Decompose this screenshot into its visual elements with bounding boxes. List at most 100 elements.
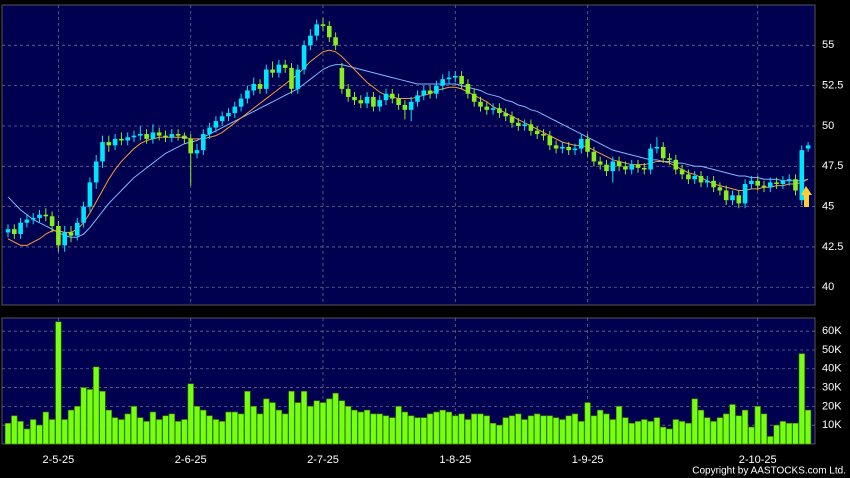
candle-body — [207, 127, 212, 135]
candle-body — [56, 225, 61, 246]
candle-body — [654, 146, 660, 149]
volume-bar — [433, 411, 440, 445]
candle-body — [484, 106, 490, 110]
volume-bar — [792, 423, 799, 445]
volume-bar — [647, 421, 654, 445]
candle-body — [226, 113, 231, 117]
volume-bar — [634, 421, 642, 445]
candle-body — [629, 164, 634, 170]
volume-bar — [735, 415, 742, 445]
y-tick-label: 60K — [822, 325, 842, 337]
volume-bar — [74, 406, 81, 445]
volume-bar — [313, 400, 320, 445]
volume-bar — [143, 421, 150, 445]
candle-body — [314, 24, 319, 36]
candle-body — [301, 45, 307, 70]
volume-bar — [93, 366, 100, 445]
volume-bar — [477, 413, 484, 445]
volume-bar — [452, 415, 459, 445]
candle-body — [68, 232, 74, 236]
candle-body — [119, 138, 124, 141]
candle-body — [667, 158, 672, 160]
candle-body — [219, 116, 225, 122]
volume-bar — [363, 409, 371, 445]
volume-bar — [345, 406, 352, 445]
volume-bar — [439, 409, 446, 445]
x-tick-label: 2-6-25 — [175, 454, 207, 466]
candle-body — [465, 84, 471, 94]
volume-bar — [697, 409, 705, 445]
candle-body — [478, 101, 483, 107]
volume-bar — [181, 419, 188, 445]
candle-body — [749, 180, 754, 185]
volume-bar — [187, 383, 194, 445]
candle-body — [597, 161, 603, 165]
candle-body — [352, 96, 357, 101]
volume-bar — [275, 409, 283, 445]
candle-body — [308, 35, 313, 46]
volume-bar — [691, 398, 698, 445]
candle-body — [522, 124, 527, 126]
volume-bar — [508, 415, 516, 445]
candle-body — [81, 206, 86, 223]
volume-bar — [30, 419, 37, 445]
volume-bar — [17, 421, 24, 445]
candle-body — [534, 130, 540, 135]
volume-bar — [162, 415, 169, 445]
volume-bar — [149, 411, 157, 445]
candle-body — [742, 184, 748, 204]
y-tick-label: 47.5 — [822, 160, 843, 172]
volume-bar — [458, 413, 465, 445]
candle-body — [163, 135, 168, 138]
x-tick-label: 2-10-25 — [739, 454, 777, 466]
volume-bar — [338, 400, 346, 445]
volume-bar — [622, 417, 629, 445]
volume-bar — [489, 423, 497, 445]
volume-bar — [219, 421, 226, 445]
plot-layer: 40 42.5 45 47.5 50 52.5 55 2-5-25 2-6-25 2-7-25 1-… — [2, 5, 843, 466]
candle-body — [138, 134, 143, 136]
candle-body — [289, 67, 294, 89]
candle-body — [150, 132, 156, 139]
candle-body — [446, 77, 452, 80]
volume-bar — [559, 419, 566, 445]
candle-body — [282, 64, 288, 68]
y-tick-label: 30K — [822, 381, 842, 393]
volume-bar — [4, 423, 12, 445]
volume-bar — [464, 419, 472, 445]
volume-bar — [175, 421, 182, 445]
candle-body — [585, 138, 590, 152]
y-tick-label: 40K — [822, 363, 842, 375]
volume-bar — [401, 411, 409, 445]
y-tick-label: 52.5 — [822, 80, 843, 92]
candle-body — [377, 100, 382, 107]
candle-body — [106, 142, 112, 146]
y-tick-label: 20K — [822, 400, 842, 412]
candle-body — [49, 216, 55, 226]
candle-body — [566, 146, 571, 151]
candle-body — [276, 64, 282, 73]
volume-bar — [357, 411, 364, 445]
volume-bar — [540, 415, 547, 445]
volume-bar — [42, 411, 49, 445]
volume-bar — [382, 415, 390, 445]
volume-bar — [332, 392, 339, 445]
volume-bar — [729, 404, 736, 445]
volume-bar — [471, 413, 478, 445]
volume-bar — [653, 417, 660, 445]
candle-body — [755, 180, 760, 186]
candle-body — [125, 137, 130, 141]
volume-bar — [326, 398, 333, 445]
candle-body — [604, 164, 609, 172]
volume-bar — [666, 428, 673, 445]
candle-body — [679, 169, 685, 175]
volume-bar — [376, 413, 383, 445]
candle-body — [427, 90, 433, 94]
y-tick-label: 40 — [822, 281, 834, 293]
volume-bar — [168, 413, 175, 445]
volume-bar — [641, 419, 648, 445]
candle-body — [780, 180, 786, 185]
candle-body — [383, 93, 389, 101]
candle-body — [415, 95, 420, 102]
volume-bar — [86, 389, 93, 445]
